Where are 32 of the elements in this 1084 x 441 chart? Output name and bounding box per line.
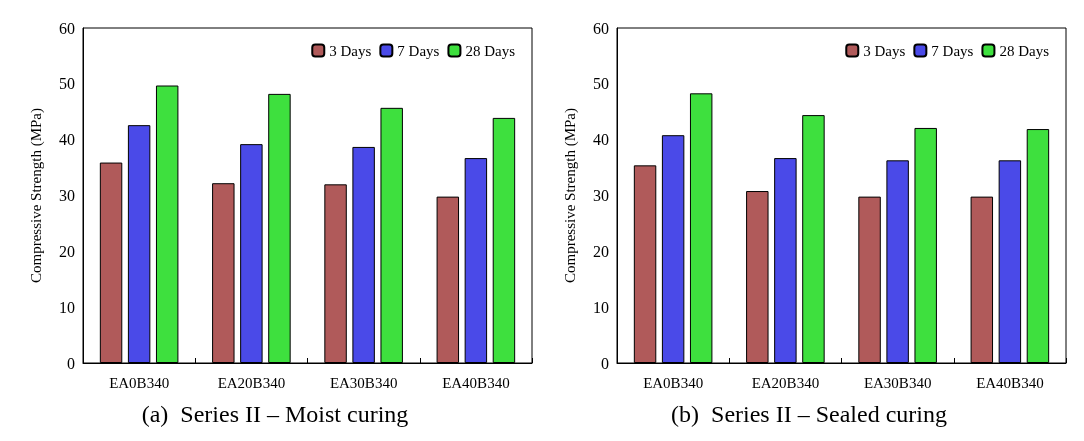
y-axis-title: Compressive Strength (MPa) xyxy=(27,108,45,283)
legend-label: 3 Days xyxy=(329,42,372,59)
x-tick-label: EA40B340 xyxy=(976,374,1044,391)
y-tick-label: 50 xyxy=(593,75,609,93)
legend-label: 7 Days xyxy=(931,42,974,59)
y-tick-label: 20 xyxy=(593,242,609,260)
y-tick-label: 60 xyxy=(593,19,609,37)
x-tick-label: EA40B340 xyxy=(442,374,510,391)
y-tick-label: 40 xyxy=(59,131,75,149)
legend-label: 7 Days xyxy=(397,42,440,59)
text: (b) Series II – Sealed curing xyxy=(671,401,947,427)
y-tick-label: 60 xyxy=(59,19,75,37)
y-tick-label: 0 xyxy=(67,354,75,372)
x-tick-label: EA0B340 xyxy=(109,374,170,391)
y-tick-label: 50 xyxy=(59,75,75,93)
y-axis-title: Compressive Strength (MPa) xyxy=(561,108,579,283)
legend-label: 28 Days xyxy=(999,42,1050,59)
x-tick-label: EA0B340 xyxy=(643,374,704,391)
y-tick-label: 10 xyxy=(593,298,609,316)
y-tick-label: 20 xyxy=(59,242,75,260)
y-tick-label: 40 xyxy=(593,131,609,149)
x-tick-label: EA30B340 xyxy=(863,374,932,391)
y-tick-label: 0 xyxy=(601,354,609,372)
y-tick-label: 30 xyxy=(59,187,75,204)
legend-label: 3 Days xyxy=(863,42,906,59)
y-tick-label: 10 xyxy=(59,298,75,316)
legend-label: 28 Days xyxy=(465,42,516,59)
text: (a) Series II – Moist curing xyxy=(141,401,409,427)
x-tick-label: EA20B340 xyxy=(751,374,820,391)
y-tick-label: 30 xyxy=(593,187,609,204)
x-tick-label: EA20B340 xyxy=(217,374,286,391)
x-tick-label: EA30B340 xyxy=(329,374,398,391)
